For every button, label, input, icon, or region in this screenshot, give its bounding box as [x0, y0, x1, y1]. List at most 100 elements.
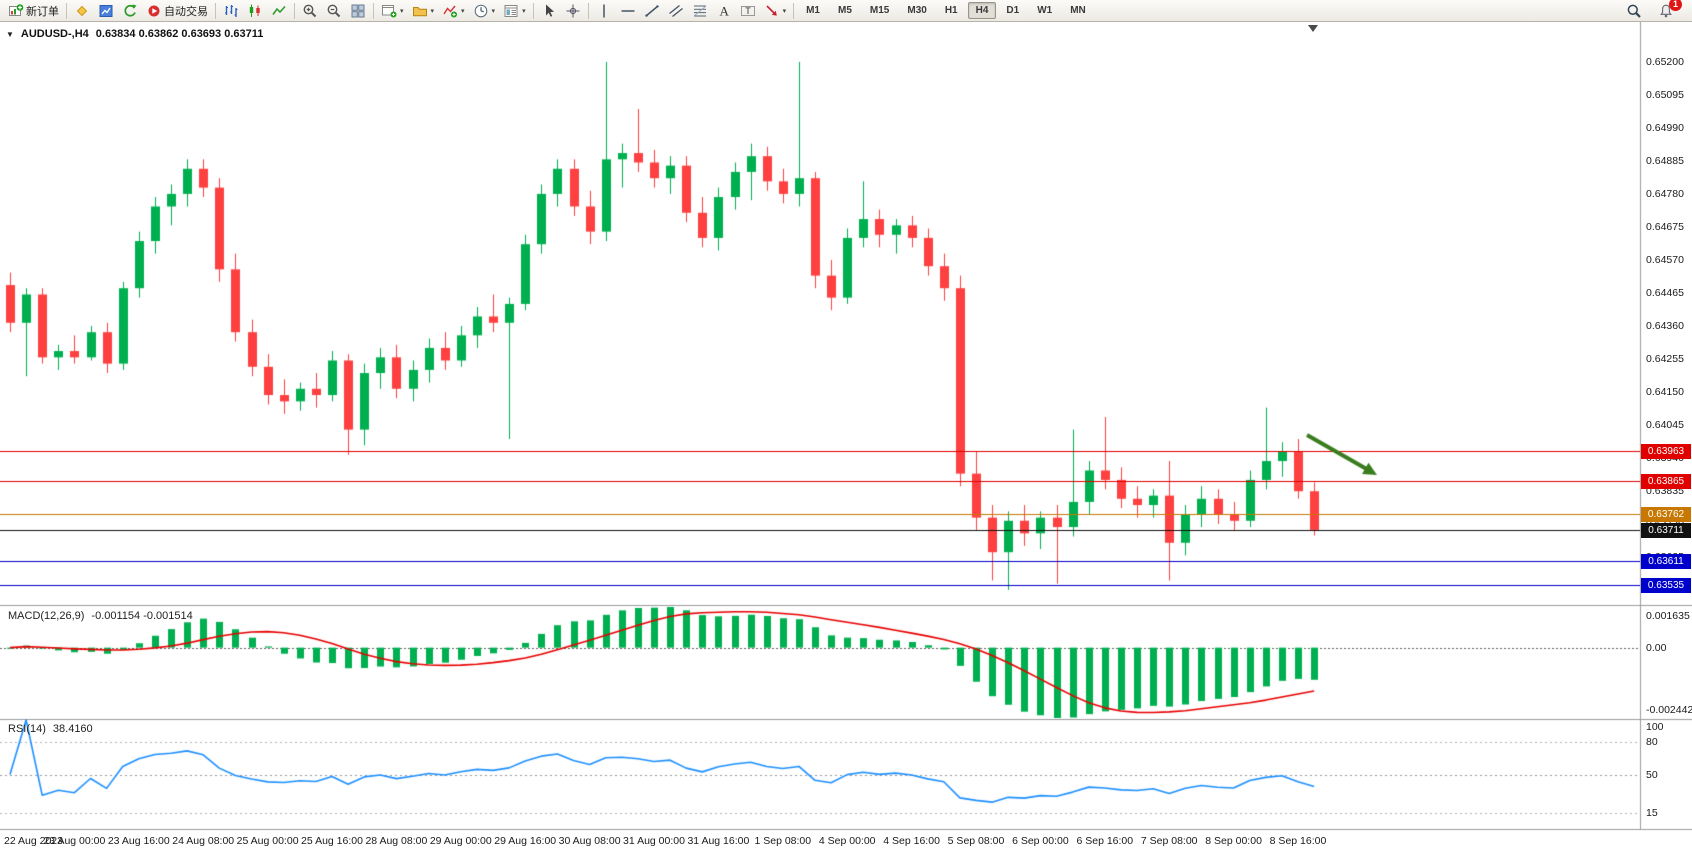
time-axis-label: 29 Aug 00:00 [429, 835, 492, 847]
dropdown-arrow-icon: ▾ [491, 7, 496, 15]
time-axis-label: 7 Sep 08:00 [1140, 835, 1198, 847]
price-axis-label: 0.64045 [1646, 418, 1684, 431]
arrows-icon [764, 3, 780, 19]
timeframe-m30[interactable]: M30 [907, 5, 927, 16]
toolbar-separator [215, 2, 216, 19]
channel-icon [668, 3, 684, 19]
price-tag: 0.63865 [1641, 474, 1691, 489]
macd-name: MACD(12,26,9) [8, 610, 85, 622]
price-axis-label: 0.64150 [1646, 385, 1684, 398]
trendline-icon [644, 3, 660, 19]
zoom-out-button[interactable] [322, 0, 346, 22]
symbol-label: ▼ AUDUSD-,H4 0.63834 0.63862 0.63693 0.6… [6, 28, 263, 40]
time-axis-label: 23 Aug 16:00 [107, 835, 170, 847]
chart-expand-arrow-icon[interactable]: ▼ [6, 29, 14, 39]
price-tag: 0.63762 [1641, 507, 1691, 522]
macd-label: MACD(12,26,9) -0.001154 -0.001514 [8, 610, 193, 622]
toolbar-separator [294, 2, 295, 19]
timeframe-mn[interactable]: MN [1070, 5, 1086, 16]
time-axis-label: 22 Aug 2023 [4, 835, 63, 847]
price-tag: 0.63963 [1641, 444, 1691, 459]
templates-button[interactable]: ▾ [499, 0, 530, 22]
refresh-icon [122, 3, 138, 19]
new-chart-icon [381, 3, 397, 19]
new-order-button[interactable]: 新订单 [4, 0, 63, 22]
time-axis-label: 24 Aug 08:00 [172, 835, 235, 847]
price-axis-label: 0.64465 [1646, 286, 1684, 299]
chart-shift-marker[interactable] [1308, 25, 1318, 32]
search-button[interactable] [1622, 0, 1646, 22]
metaeditor-button[interactable] [70, 0, 94, 22]
clock-icon [473, 3, 489, 19]
toolbar-separator [793, 2, 795, 19]
time-axis-label: 8 Sep 16:00 [1269, 835, 1327, 847]
timeframe-m15[interactable]: M15 [869, 5, 890, 16]
label-button[interactable]: T [736, 0, 760, 22]
price-axis-label: 0.64885 [1646, 154, 1684, 167]
time-axis-label: 25 Aug 16:00 [301, 835, 363, 847]
text-icon: A [716, 3, 732, 19]
price-axis-label: 0.65200 [1646, 55, 1684, 68]
dropdown-arrow-icon: ▾ [430, 7, 435, 15]
price-axis-label: 0.64360 [1646, 319, 1684, 332]
zoom-out-icon [326, 3, 342, 19]
periods-button[interactable]: ▾ [469, 0, 500, 22]
macd-values: -0.001154 -0.001514 [91, 610, 193, 622]
chart-canvas[interactable] [0, 22, 1692, 852]
price-tag: 0.63611 [1641, 554, 1691, 569]
toolbar-right-group: 1 [1622, 0, 1688, 22]
refresh-button[interactable] [118, 0, 142, 22]
notifications-button[interactable]: 1 [1654, 0, 1682, 22]
time-axis-label: 5 Sep 08:00 [947, 835, 1005, 847]
new-order-button-label: 新订单 [26, 5, 59, 18]
timeframe-m1[interactable]: M1 [806, 5, 820, 16]
zoom-in-icon [302, 3, 318, 19]
tile-windows-button[interactable] [346, 0, 370, 22]
time-axis-label: 31 Aug 00:00 [623, 835, 685, 847]
horizontal-line-button[interactable] [616, 0, 640, 22]
timeframe-h1[interactable]: H1 [944, 5, 958, 16]
dropdown-arrow-icon: ▾ [400, 7, 404, 15]
candlestick-chart-button[interactable] [243, 0, 267, 22]
crosshair-button[interactable] [561, 0, 585, 22]
text-button[interactable]: A [712, 0, 736, 22]
time-axis-label: 8 Sep 00:00 [1205, 835, 1262, 847]
price-axis-label: 0.64570 [1646, 253, 1684, 266]
market-watch-button[interactable] [94, 0, 118, 22]
auto-trading-button-label: 自动交易 [164, 5, 208, 18]
arrows-button[interactable]: ▾ [760, 0, 791, 22]
profiles-button[interactable]: ▾ [408, 0, 439, 22]
auto-trading-button[interactable]: 自动交易 [142, 0, 212, 22]
macd-axis-label: 0.00 [1646, 641, 1667, 654]
timeframe-w1[interactable]: W1 [1037, 5, 1053, 16]
label-icon: T [740, 3, 756, 19]
indicators-icon [442, 3, 458, 19]
candlestick-icon [247, 3, 263, 19]
time-axis-label: 30 Aug 08:00 [558, 835, 621, 847]
timeframe-m5[interactable]: M5 [838, 5, 852, 16]
new-chart-button[interactable]: ▾ [377, 0, 408, 22]
zoom-in-button[interactable] [298, 0, 322, 22]
channel-button[interactable] [664, 0, 688, 22]
toolbar-separator [66, 2, 67, 19]
rsi-axis-label: 15 [1646, 806, 1658, 819]
fibonacci-button[interactable] [688, 0, 712, 22]
time-axis-label: 29 Aug 16:00 [494, 835, 557, 847]
rsi-value: 38.4160 [52, 723, 93, 735]
vertical-line-button[interactable] [592, 0, 616, 22]
cursor-button[interactable] [537, 0, 561, 22]
line-chart-button[interactable] [267, 0, 291, 22]
indicators-button[interactable]: ▾ [438, 0, 469, 22]
hline-icon [620, 3, 636, 19]
editor-icon [74, 3, 90, 19]
time-axis-label: 4 Sep 16:00 [883, 835, 940, 847]
rsi-label: RSI(14) 38.4160 [8, 723, 93, 735]
timeframe-h4[interactable]: H4 [967, 2, 997, 19]
dropdown-arrow-icon: ▾ [782, 7, 787, 15]
timeframe-d1[interactable]: D1 [1006, 5, 1020, 16]
bar-chart-button[interactable] [219, 0, 243, 22]
trendline-button[interactable] [640, 0, 664, 22]
time-axis-label: 6 Sep 00:00 [1012, 835, 1069, 847]
price-axis-label: 0.64990 [1646, 121, 1684, 134]
chart-window: ▼ AUDUSD-,H4 0.63834 0.63862 0.63693 0.6… [0, 22, 1692, 852]
